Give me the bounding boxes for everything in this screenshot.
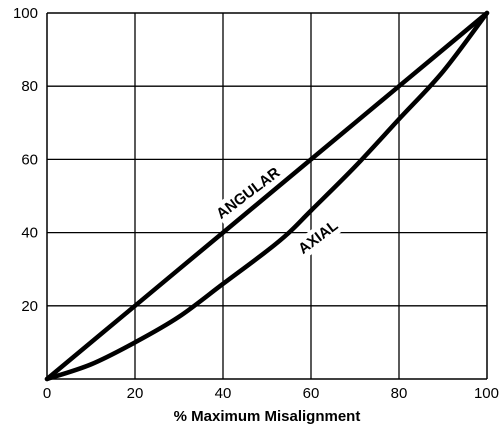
axial-label-backdrop	[292, 214, 344, 260]
angular-label-backdrop	[211, 162, 285, 224]
y-tick-label-20: 20	[21, 298, 38, 315]
y-tick-label-100: 100	[13, 5, 38, 22]
x-tick-label-60: 60	[303, 385, 320, 402]
x-tick-label-80: 80	[391, 385, 408, 402]
tick-labels: 0 20 40 60 80 100 20 40 60 80 100	[13, 5, 499, 402]
y-tick-label-80: 80	[21, 78, 38, 95]
plot-frame	[46, 12, 488, 380]
x-tick-label-40: 40	[215, 385, 232, 402]
series-line-angular	[44, 10, 490, 382]
grid-lines	[47, 13, 487, 379]
x-tick-label-100: 100	[474, 385, 499, 402]
y-tick-label-40: 40	[21, 225, 38, 242]
x-tick-label-20: 20	[127, 385, 144, 402]
y-tick-label-60: 60	[21, 151, 38, 168]
x-axis-title: % Maximum Misalignment	[174, 408, 361, 425]
series-line-axial	[44, 10, 490, 382]
x-tick-label-0: 0	[43, 385, 51, 402]
